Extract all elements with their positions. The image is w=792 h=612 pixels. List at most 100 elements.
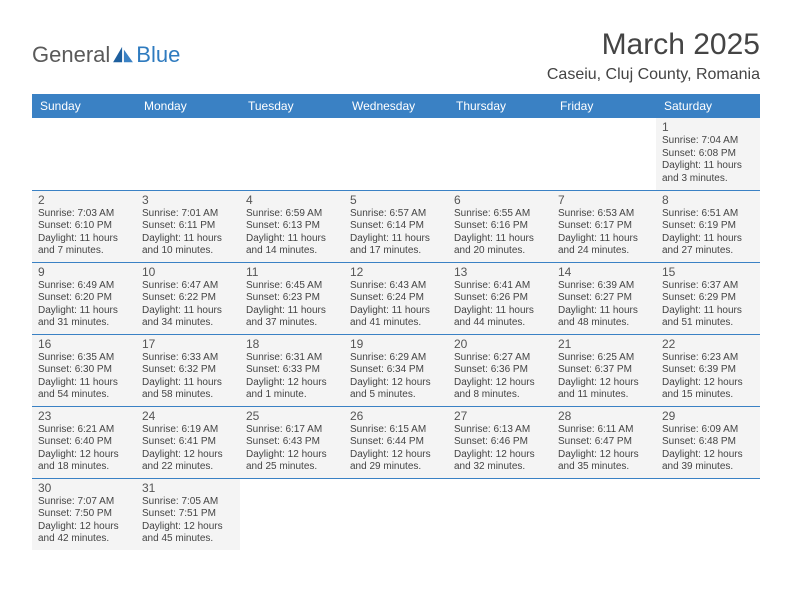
- day-number: 14: [558, 265, 650, 279]
- cell-sunrise: Sunrise: 6:23 AM: [662, 352, 754, 365]
- cell-dayl1: Daylight: 12 hours: [246, 377, 338, 390]
- calendar-cell: 17Sunrise: 6:33 AMSunset: 6:32 PMDayligh…: [136, 334, 240, 406]
- weekday-header: Monday: [136, 94, 240, 118]
- cell-dayl1: Daylight: 12 hours: [142, 449, 234, 462]
- day-number: 11: [246, 265, 338, 279]
- cell-dayl1: Daylight: 12 hours: [454, 449, 546, 462]
- cell-sunrise: Sunrise: 6:31 AM: [246, 352, 338, 365]
- cell-sunrise: Sunrise: 7:05 AM: [142, 496, 234, 509]
- cell-dayl1: Daylight: 11 hours: [558, 305, 650, 318]
- calendar-cell: 7Sunrise: 6:53 AMSunset: 6:17 PMDaylight…: [552, 190, 656, 262]
- cell-dayl2: and 29 minutes.: [350, 461, 442, 474]
- calendar-cell: 14Sunrise: 6:39 AMSunset: 6:27 PMDayligh…: [552, 262, 656, 334]
- cell-sunset: Sunset: 6:14 PM: [350, 220, 442, 233]
- cell-sunrise: Sunrise: 7:01 AM: [142, 208, 234, 221]
- cell-sunrise: Sunrise: 7:03 AM: [38, 208, 130, 221]
- cell-sunrise: Sunrise: 6:11 AM: [558, 424, 650, 437]
- cell-sunrise: Sunrise: 6:15 AM: [350, 424, 442, 437]
- cell-dayl1: Daylight: 12 hours: [662, 449, 754, 462]
- cell-sunset: Sunset: 6:37 PM: [558, 364, 650, 377]
- day-number: 12: [350, 265, 442, 279]
- cell-sunset: Sunset: 6:30 PM: [38, 364, 130, 377]
- weekday-header-row: Sunday Monday Tuesday Wednesday Thursday…: [32, 94, 760, 118]
- calendar-cell: 26Sunrise: 6:15 AMSunset: 6:44 PMDayligh…: [344, 406, 448, 478]
- logo-sail-icon: [112, 46, 134, 64]
- day-number: 22: [662, 337, 754, 351]
- calendar-cell: 11Sunrise: 6:45 AMSunset: 6:23 PMDayligh…: [240, 262, 344, 334]
- cell-sunrise: Sunrise: 6:17 AM: [246, 424, 338, 437]
- cell-dayl1: Daylight: 11 hours: [142, 233, 234, 246]
- cell-dayl1: Daylight: 11 hours: [38, 233, 130, 246]
- calendar-cell: [656, 478, 760, 550]
- cell-dayl1: Daylight: 12 hours: [558, 449, 650, 462]
- cell-sunrise: Sunrise: 6:49 AM: [38, 280, 130, 293]
- day-number: 5: [350, 193, 442, 207]
- day-number: 25: [246, 409, 338, 423]
- cell-dayl2: and 1 minute.: [246, 389, 338, 402]
- weekday-header: Thursday: [448, 94, 552, 118]
- calendar-cell: 5Sunrise: 6:57 AMSunset: 6:14 PMDaylight…: [344, 190, 448, 262]
- day-number: 16: [38, 337, 130, 351]
- cell-sunrise: Sunrise: 6:45 AM: [246, 280, 338, 293]
- calendar-cell: 21Sunrise: 6:25 AMSunset: 6:37 PMDayligh…: [552, 334, 656, 406]
- calendar-cell: [552, 478, 656, 550]
- cell-dayl2: and 37 minutes.: [246, 317, 338, 330]
- cell-sunset: Sunset: 6:24 PM: [350, 292, 442, 305]
- cell-dayl2: and 7 minutes.: [38, 245, 130, 258]
- calendar-row: 2Sunrise: 7:03 AMSunset: 6:10 PMDaylight…: [32, 190, 760, 262]
- day-number: 8: [662, 193, 754, 207]
- cell-sunset: Sunset: 6:16 PM: [454, 220, 546, 233]
- calendar-cell: 28Sunrise: 6:11 AMSunset: 6:47 PMDayligh…: [552, 406, 656, 478]
- day-number: 18: [246, 337, 338, 351]
- cell-dayl1: Daylight: 12 hours: [350, 449, 442, 462]
- calendar-cell: [240, 478, 344, 550]
- cell-dayl2: and 17 minutes.: [350, 245, 442, 258]
- cell-dayl2: and 51 minutes.: [662, 317, 754, 330]
- cell-sunset: Sunset: 6:46 PM: [454, 436, 546, 449]
- calendar-cell: 25Sunrise: 6:17 AMSunset: 6:43 PMDayligh…: [240, 406, 344, 478]
- calendar-cell: 29Sunrise: 6:09 AMSunset: 6:48 PMDayligh…: [656, 406, 760, 478]
- calendar-cell: 23Sunrise: 6:21 AMSunset: 6:40 PMDayligh…: [32, 406, 136, 478]
- calendar-cell: 8Sunrise: 6:51 AMSunset: 6:19 PMDaylight…: [656, 190, 760, 262]
- cell-sunset: Sunset: 6:13 PM: [246, 220, 338, 233]
- cell-dayl2: and 39 minutes.: [662, 461, 754, 474]
- day-number: 17: [142, 337, 234, 351]
- cell-sunset: Sunset: 6:22 PM: [142, 292, 234, 305]
- cell-dayl1: Daylight: 11 hours: [454, 233, 546, 246]
- cell-sunrise: Sunrise: 6:27 AM: [454, 352, 546, 365]
- cell-dayl1: Daylight: 12 hours: [38, 521, 130, 534]
- cell-sunset: Sunset: 7:51 PM: [142, 508, 234, 521]
- calendar-cell: 16Sunrise: 6:35 AMSunset: 6:30 PMDayligh…: [32, 334, 136, 406]
- cell-sunrise: Sunrise: 6:55 AM: [454, 208, 546, 221]
- calendar-row: 16Sunrise: 6:35 AMSunset: 6:30 PM Dayligh…: [32, 334, 760, 406]
- cell-dayl2: and 25 minutes.: [246, 461, 338, 474]
- cell-sunrise: Sunrise: 6:51 AM: [662, 208, 754, 221]
- cell-sunset: Sunset: 6:43 PM: [246, 436, 338, 449]
- cell-sunrise: Sunrise: 6:41 AM: [454, 280, 546, 293]
- cell-sunrise: Sunrise: 6:21 AM: [38, 424, 130, 437]
- cell-sunrise: Sunrise: 6:35 AM: [38, 352, 130, 365]
- day-number: 9: [38, 265, 130, 279]
- day-number: 23: [38, 409, 130, 423]
- header: General Blue March 2025 Caseiu, Cluj Cou…: [32, 28, 760, 84]
- calendar-cell: 15Sunrise: 6:37 AMSunset: 6:29 PMDayligh…: [656, 262, 760, 334]
- cell-sunset: Sunset: 6:44 PM: [350, 436, 442, 449]
- cell-sunset: Sunset: 6:10 PM: [38, 220, 130, 233]
- cell-sunrise: Sunrise: 6:25 AM: [558, 352, 650, 365]
- cell-dayl1: Daylight: 11 hours: [246, 233, 338, 246]
- day-number: 27: [454, 409, 546, 423]
- cell-dayl2: and 45 minutes.: [142, 533, 234, 546]
- day-number: 21: [558, 337, 650, 351]
- cell-sunset: Sunset: 6:41 PM: [142, 436, 234, 449]
- calendar-cell: [448, 478, 552, 550]
- calendar-cell: 24Sunrise: 6:19 AMSunset: 6:41 PMDayligh…: [136, 406, 240, 478]
- day-number: 30: [38, 481, 130, 495]
- cell-sunset: Sunset: 6:23 PM: [246, 292, 338, 305]
- cell-dayl2: and 20 minutes.: [454, 245, 546, 258]
- cell-dayl2: and 14 minutes.: [246, 245, 338, 258]
- calendar-cell: 1Sunrise: 7:04 AMSunset: 6:08 PMDaylight…: [656, 118, 760, 190]
- calendar-row: 1Sunrise: 7:04 AMSunset: 6:08 PMDaylight…: [32, 118, 760, 190]
- day-number: 24: [142, 409, 234, 423]
- cell-dayl1: Daylight: 12 hours: [350, 377, 442, 390]
- cell-dayl2: and 41 minutes.: [350, 317, 442, 330]
